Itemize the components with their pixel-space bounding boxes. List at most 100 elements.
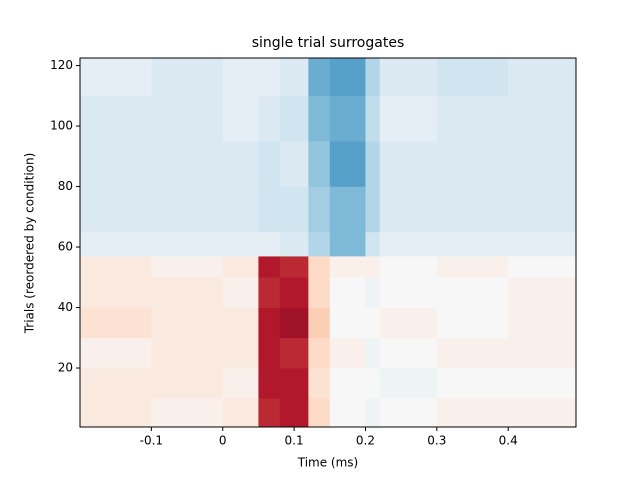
y-tick-label: 120	[50, 58, 73, 72]
heatmap-cell	[222, 398, 259, 427]
heatmap-cell	[308, 186, 331, 233]
heatmap-cell	[151, 186, 224, 233]
y-tick-label: 60	[58, 240, 73, 254]
heatmap-cell	[222, 307, 259, 339]
heatmap-cell	[222, 368, 259, 399]
heatmap-cell	[379, 307, 438, 339]
heatmap-cell	[151, 368, 224, 399]
heatmap-cell	[80, 398, 152, 427]
heatmap-cell	[379, 368, 438, 399]
heatmap-cell	[379, 231, 438, 257]
heatmap-cell	[258, 337, 281, 369]
y-axis-label: Trials (reordered by condition)	[23, 153, 37, 335]
heatmap-cell	[258, 307, 281, 339]
heatmap-cell	[222, 58, 259, 97]
heatmap-cell	[329, 398, 366, 427]
x-axis-label: Time (ms)	[297, 456, 359, 470]
heatmap-cell	[508, 398, 576, 427]
heatmap-cell	[80, 307, 152, 339]
heatmap-cell	[258, 95, 281, 142]
heatmap-cell	[379, 277, 438, 308]
heatmap-cell	[258, 256, 281, 278]
heatmap-cell	[508, 256, 576, 278]
heatmap-cell	[508, 337, 576, 369]
heatmap-cell	[222, 256, 259, 278]
heatmap-cell	[379, 186, 438, 233]
heatmap-cell	[279, 368, 309, 399]
heatmap-cell	[508, 368, 576, 399]
heatmap-cell	[279, 256, 309, 278]
heatmap-cell	[258, 186, 281, 233]
heatmap-cell	[222, 277, 259, 308]
heatmap-cell	[151, 307, 224, 339]
heatmap-cell	[258, 398, 281, 427]
heatmap-cell	[365, 141, 381, 187]
heatmap-cell	[365, 398, 381, 427]
heatmap-cell	[151, 95, 224, 142]
heatmap-cell	[436, 58, 509, 97]
heatmap	[80, 58, 576, 427]
heatmap-cell	[151, 141, 224, 187]
heatmap-cell	[80, 256, 152, 278]
heatmap-cell	[258, 141, 281, 187]
heatmap-cell	[279, 398, 309, 427]
heatmap-cell	[436, 95, 509, 142]
heatmap-cell	[308, 277, 331, 308]
heatmap-cell	[222, 95, 259, 142]
heatmap-cell	[151, 337, 224, 369]
heatmap-cell	[222, 186, 259, 233]
heatmap-cell	[80, 337, 152, 369]
heatmap-cell	[379, 141, 438, 187]
chart-title: single trial surrogates	[252, 35, 405, 51]
y-tick-label: 20	[58, 361, 73, 375]
heatmap-cell	[222, 141, 259, 187]
heatmap-cell	[436, 307, 509, 339]
heatmap-cell	[308, 337, 331, 369]
heatmap-cell	[508, 141, 576, 187]
heatmap-cell	[151, 58, 224, 97]
heatmap-cell	[80, 58, 152, 97]
heatmap-cell	[508, 231, 576, 257]
heatmap-cell	[151, 277, 224, 308]
heatmap-cell	[329, 231, 366, 257]
heatmap-cell	[308, 141, 331, 187]
x-tick-label: 0	[219, 434, 227, 448]
heatmap-cell	[379, 95, 438, 142]
heatmap-cell	[436, 141, 509, 187]
heatmap-cell	[365, 337, 381, 369]
heatmap-cell	[151, 231, 224, 257]
heatmap-cell	[436, 186, 509, 233]
heatmap-cell	[508, 186, 576, 233]
y-tick-label: 40	[58, 300, 73, 314]
heatmap-cell	[151, 256, 224, 278]
heatmap-cell	[379, 256, 438, 278]
heatmap-cell	[436, 256, 509, 278]
heatmap-cell	[80, 277, 152, 308]
heatmap-cell	[279, 141, 309, 187]
heatmap-cell	[329, 186, 366, 233]
heatmap-cell	[279, 307, 309, 339]
heatmap-cell	[279, 277, 309, 308]
heatmap-cell	[436, 277, 509, 308]
heatmap-cell	[365, 307, 381, 339]
heatmap-cell	[308, 307, 331, 339]
heatmap-cell	[365, 186, 381, 233]
heatmap-cell	[329, 368, 366, 399]
heatmap-cell	[329, 307, 366, 339]
heatmap-cell	[308, 398, 331, 427]
heatmap-cell	[308, 231, 331, 257]
heatmap-cell	[436, 337, 509, 369]
heatmap-cell	[308, 368, 331, 399]
heatmap-cell	[329, 95, 366, 142]
heatmap-cell	[80, 141, 152, 187]
x-tick-label: 0.3	[427, 434, 446, 448]
heatmap-cell	[279, 231, 309, 257]
heatmap-cell	[258, 368, 281, 399]
x-tick-label: -0.1	[140, 434, 163, 448]
heatmap-cell	[379, 58, 438, 97]
heatmap-cell	[379, 337, 438, 369]
heatmap-cell	[222, 337, 259, 369]
y-tick-label: 80	[58, 179, 73, 193]
x-tick-label: 0.2	[356, 434, 375, 448]
heatmap-cell	[508, 307, 576, 339]
